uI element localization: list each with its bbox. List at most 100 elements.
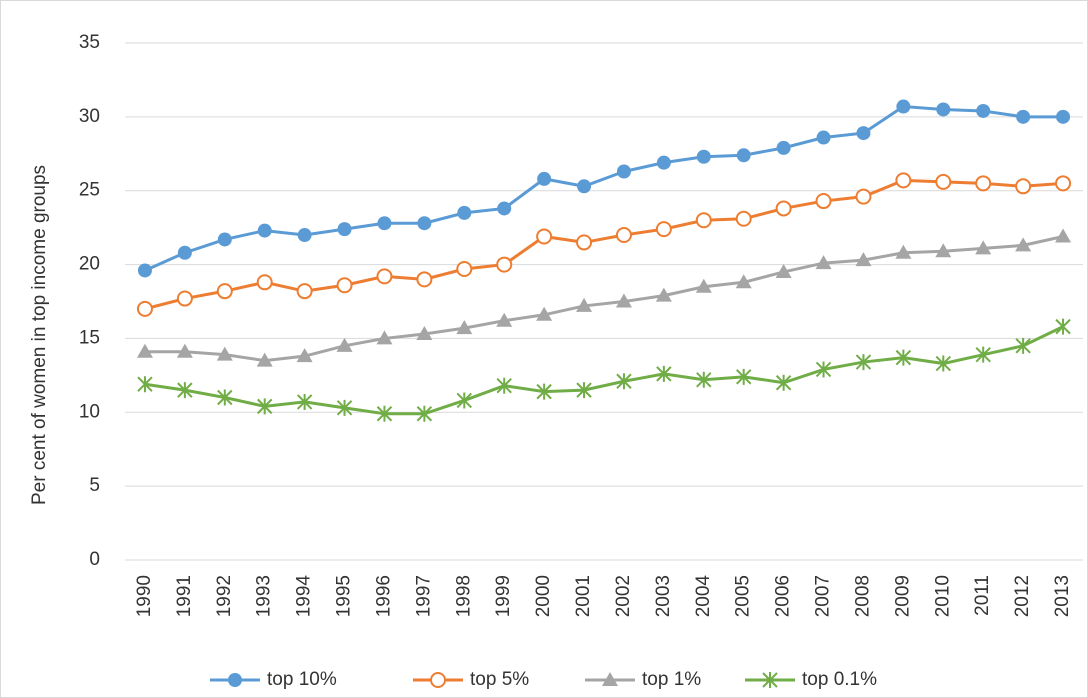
point: [457, 205, 472, 220]
x-tick-label: 2011: [972, 575, 993, 616]
point: [695, 278, 712, 293]
point: [576, 382, 592, 399]
point: [496, 312, 513, 327]
point: [735, 274, 752, 289]
point: [536, 306, 553, 321]
point: [456, 392, 472, 409]
point: [1055, 228, 1072, 243]
legend-marker: [762, 672, 778, 688]
y-tick-label: 5: [89, 475, 100, 496]
point: [417, 216, 432, 231]
point: [695, 212, 712, 229]
point: [616, 164, 631, 179]
legend-label: top 5%: [470, 669, 529, 690]
x-tick-label: 1995: [334, 575, 355, 617]
point: [537, 171, 552, 186]
x-tick-label: 1998: [453, 575, 474, 617]
point: [496, 256, 513, 273]
x-tick-label: 1999: [493, 575, 514, 617]
x-tick-label: 2006: [773, 575, 794, 617]
point: [736, 148, 751, 163]
point: [496, 377, 512, 394]
point: [576, 234, 593, 251]
point: [735, 210, 752, 227]
point: [855, 252, 872, 267]
point: [257, 223, 272, 238]
point: [935, 173, 952, 190]
x-tick-label: 1991: [174, 575, 195, 617]
x-tick-label: 2012: [1012, 575, 1033, 617]
point: [577, 179, 592, 194]
x-tick-label: 1994: [294, 575, 315, 618]
point: [935, 355, 951, 372]
point: [136, 300, 153, 317]
point: [775, 263, 792, 278]
point: [137, 376, 153, 393]
series-line: [144, 235, 1064, 363]
point: [1055, 175, 1072, 192]
point: [416, 271, 433, 288]
x-tick-label: 1990: [134, 575, 155, 617]
point: [217, 232, 232, 247]
point: [775, 200, 792, 217]
point: [815, 361, 832, 378]
point: [176, 290, 193, 307]
point: [176, 343, 193, 358]
legend-label: top 1%: [642, 669, 701, 690]
legend-label: top 0.1%: [802, 669, 877, 690]
point: [896, 99, 911, 114]
x-tick-label: 2013: [1052, 575, 1073, 617]
point: [1015, 237, 1032, 252]
point: [497, 201, 512, 216]
point: [456, 261, 473, 278]
x-tick-label: 2005: [733, 575, 754, 617]
point: [815, 255, 832, 270]
point: [1015, 337, 1031, 354]
legend-marker: [228, 673, 242, 687]
point: [615, 227, 632, 244]
y-tick-label: 35: [79, 32, 100, 53]
point: [1056, 109, 1071, 124]
point: [536, 228, 553, 245]
point: [775, 374, 792, 391]
point: [1055, 318, 1071, 335]
point: [337, 222, 352, 237]
point: [217, 389, 233, 406]
point: [615, 293, 632, 308]
point: [656, 365, 672, 382]
x-tick-label: 2010: [932, 575, 953, 617]
point: [336, 337, 353, 352]
point: [736, 368, 752, 385]
point: [296, 348, 313, 363]
point: [336, 399, 353, 416]
point: [696, 149, 711, 164]
y-tick-label: 15: [79, 327, 100, 348]
point: [975, 175, 992, 192]
point: [776, 140, 791, 155]
point: [256, 352, 273, 367]
point: [416, 405, 433, 422]
point: [216, 346, 233, 361]
point: [296, 283, 313, 300]
series-line: [144, 325, 1064, 416]
y-axis-title: Per cent of women in top income groups: [29, 165, 50, 505]
point: [816, 130, 831, 145]
point: [975, 346, 991, 363]
point: [975, 240, 992, 255]
point: [257, 398, 273, 415]
point: [336, 277, 353, 294]
point: [895, 244, 912, 259]
legend-label: top 10%: [267, 669, 337, 690]
point: [655, 287, 672, 302]
point: [856, 126, 871, 141]
point: [855, 354, 872, 371]
x-tick-label: 2003: [653, 575, 674, 617]
point: [616, 373, 632, 390]
x-tick-label: 2009: [892, 575, 913, 617]
point: [696, 371, 712, 388]
x-tick-label: 2000: [533, 575, 554, 617]
x-tick-label: 2007: [813, 575, 834, 617]
x-tick-label: 1997: [413, 575, 434, 617]
point: [656, 155, 671, 170]
